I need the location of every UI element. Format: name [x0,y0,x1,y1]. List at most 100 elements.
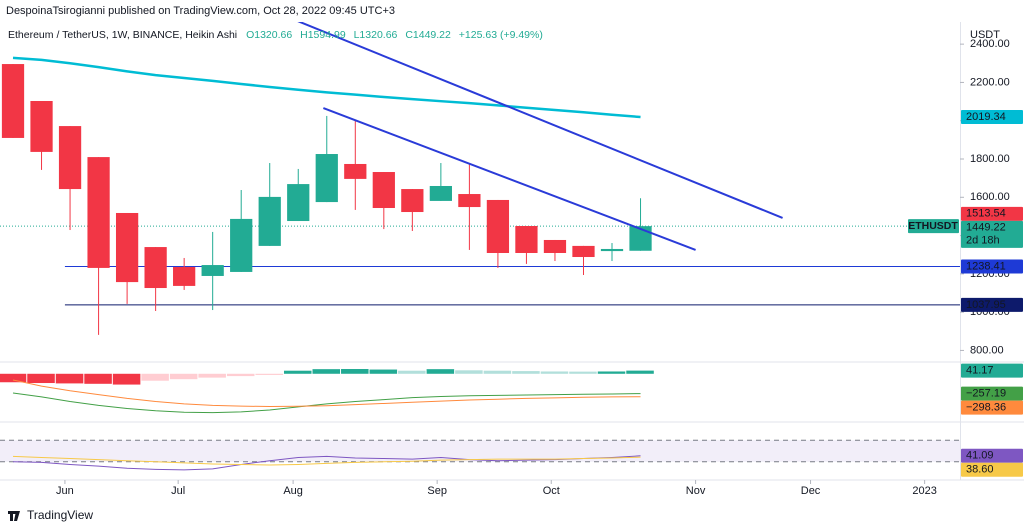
x-tick-label: Sep [427,485,447,497]
x-tick-label: Jun [56,485,74,497]
price-tag-bg [961,363,1023,378]
legend-value: +125.63 (+9.49%) [459,29,543,41]
histogram-bar [455,370,483,374]
histogram-bar [27,373,55,384]
candle-body [287,184,310,222]
price-tag-bg [961,386,1023,401]
candle-body [315,154,338,203]
candle-body [401,189,424,213]
candle-body [629,226,652,251]
symbol-tag: ETHUSDT [908,220,958,232]
price-tag: 41.09 [966,450,994,462]
y-tick-label: 800.00 [970,344,1004,356]
x-tick-label: Jul [171,485,185,497]
price-tag: 1449.22 [966,222,1006,234]
histogram-bar [398,370,426,374]
legend-value: C1449.22 [405,29,451,41]
histogram-bar [540,371,569,374]
price-tag: −298.36 [966,402,1006,414]
macd-pane [0,369,654,414]
legend-value: O1320.66 [246,29,292,41]
histogram-bar [255,373,283,375]
candle-body [600,248,624,252]
price-pane [0,22,960,335]
y-tick-label: 1600.00 [970,191,1010,203]
price-tag-bg [961,206,1023,221]
rsi-band [0,440,960,462]
candle-body [201,265,224,276]
histogram-bar [369,369,398,374]
x-tick-label: Dec [801,485,821,497]
rsi-line [12,455,641,466]
y-tick-label: 2200.00 [970,76,1010,88]
candle-body [515,226,538,253]
price-tag: 2019.34 [966,111,1006,123]
candle-body [344,163,367,179]
footer-brand: TradingView [27,508,93,522]
candle-body [486,199,510,253]
candle-body [30,100,53,152]
histogram-bar [312,369,341,374]
candle-body [58,126,82,190]
candle-body [115,212,139,283]
price-tag: 41.17 [966,365,994,377]
footer-logo [8,511,20,521]
histogram-bar [626,370,654,374]
legend-value: L1320.66 [354,29,398,41]
legend-title: Ethereum / TetherUS, 1W, BINANCE, Heikin… [8,29,237,41]
histogram-bar [169,373,198,380]
histogram-bar [0,373,27,383]
candle-body [429,185,452,201]
histogram-bar [426,369,455,374]
y-tick-label: 1800.00 [970,153,1010,165]
rsi-pane [0,439,960,471]
symbol-tag-bg [908,219,959,234]
histogram-bar [84,373,112,384]
price-tag-bg [961,462,1023,477]
candle-body [543,239,567,253]
candle-body [230,218,253,272]
histogram-bar [198,373,226,378]
histogram-bar [597,371,626,374]
histogram-bar [226,373,255,377]
histogram-bar [483,370,512,374]
histogram-bar [141,373,169,381]
histogram-bar [283,370,312,374]
histogram-bar [55,373,84,384]
price-tag-bg [961,110,1023,125]
candle-body [87,157,110,268]
macd-line [12,379,641,408]
y-tick-label: 2400.00 [970,38,1010,50]
macd-line [12,392,641,414]
candle-body [173,266,196,286]
x-tick-label: 2023 [912,485,936,497]
price-tag: 1238.41 [966,260,1006,272]
moving-average [12,56,641,119]
candle-body [258,196,281,246]
price-tag: 38.60 [966,464,994,476]
price-tag: 1037.95 [966,299,1006,311]
candle-body [1,64,25,138]
publisher: DespoinaTsirogianni published on Trading… [6,5,395,17]
x-tick-label: Nov [686,485,706,497]
candle-body [372,172,395,209]
histogram-bar [112,373,141,385]
x-tick-label: Aug [283,485,303,497]
y-unit: USDT [970,29,1000,41]
candle-body [458,194,481,208]
histogram-bar [512,371,540,374]
price-tag: −257.19 [966,388,1006,400]
plot-layer [0,22,960,471]
histogram-bar [341,369,369,374]
histogram-bar [569,371,597,374]
price-tag-bg [961,220,1023,248]
legend-value: H1594.99 [300,29,346,41]
price-tag-sub: 2d 18h [966,235,1000,247]
legend: Ethereum / TetherUS, 1W, BINANCE, Heikin… [8,29,543,41]
price-tag-bg [961,448,1023,463]
price-tag-bg [961,400,1023,415]
